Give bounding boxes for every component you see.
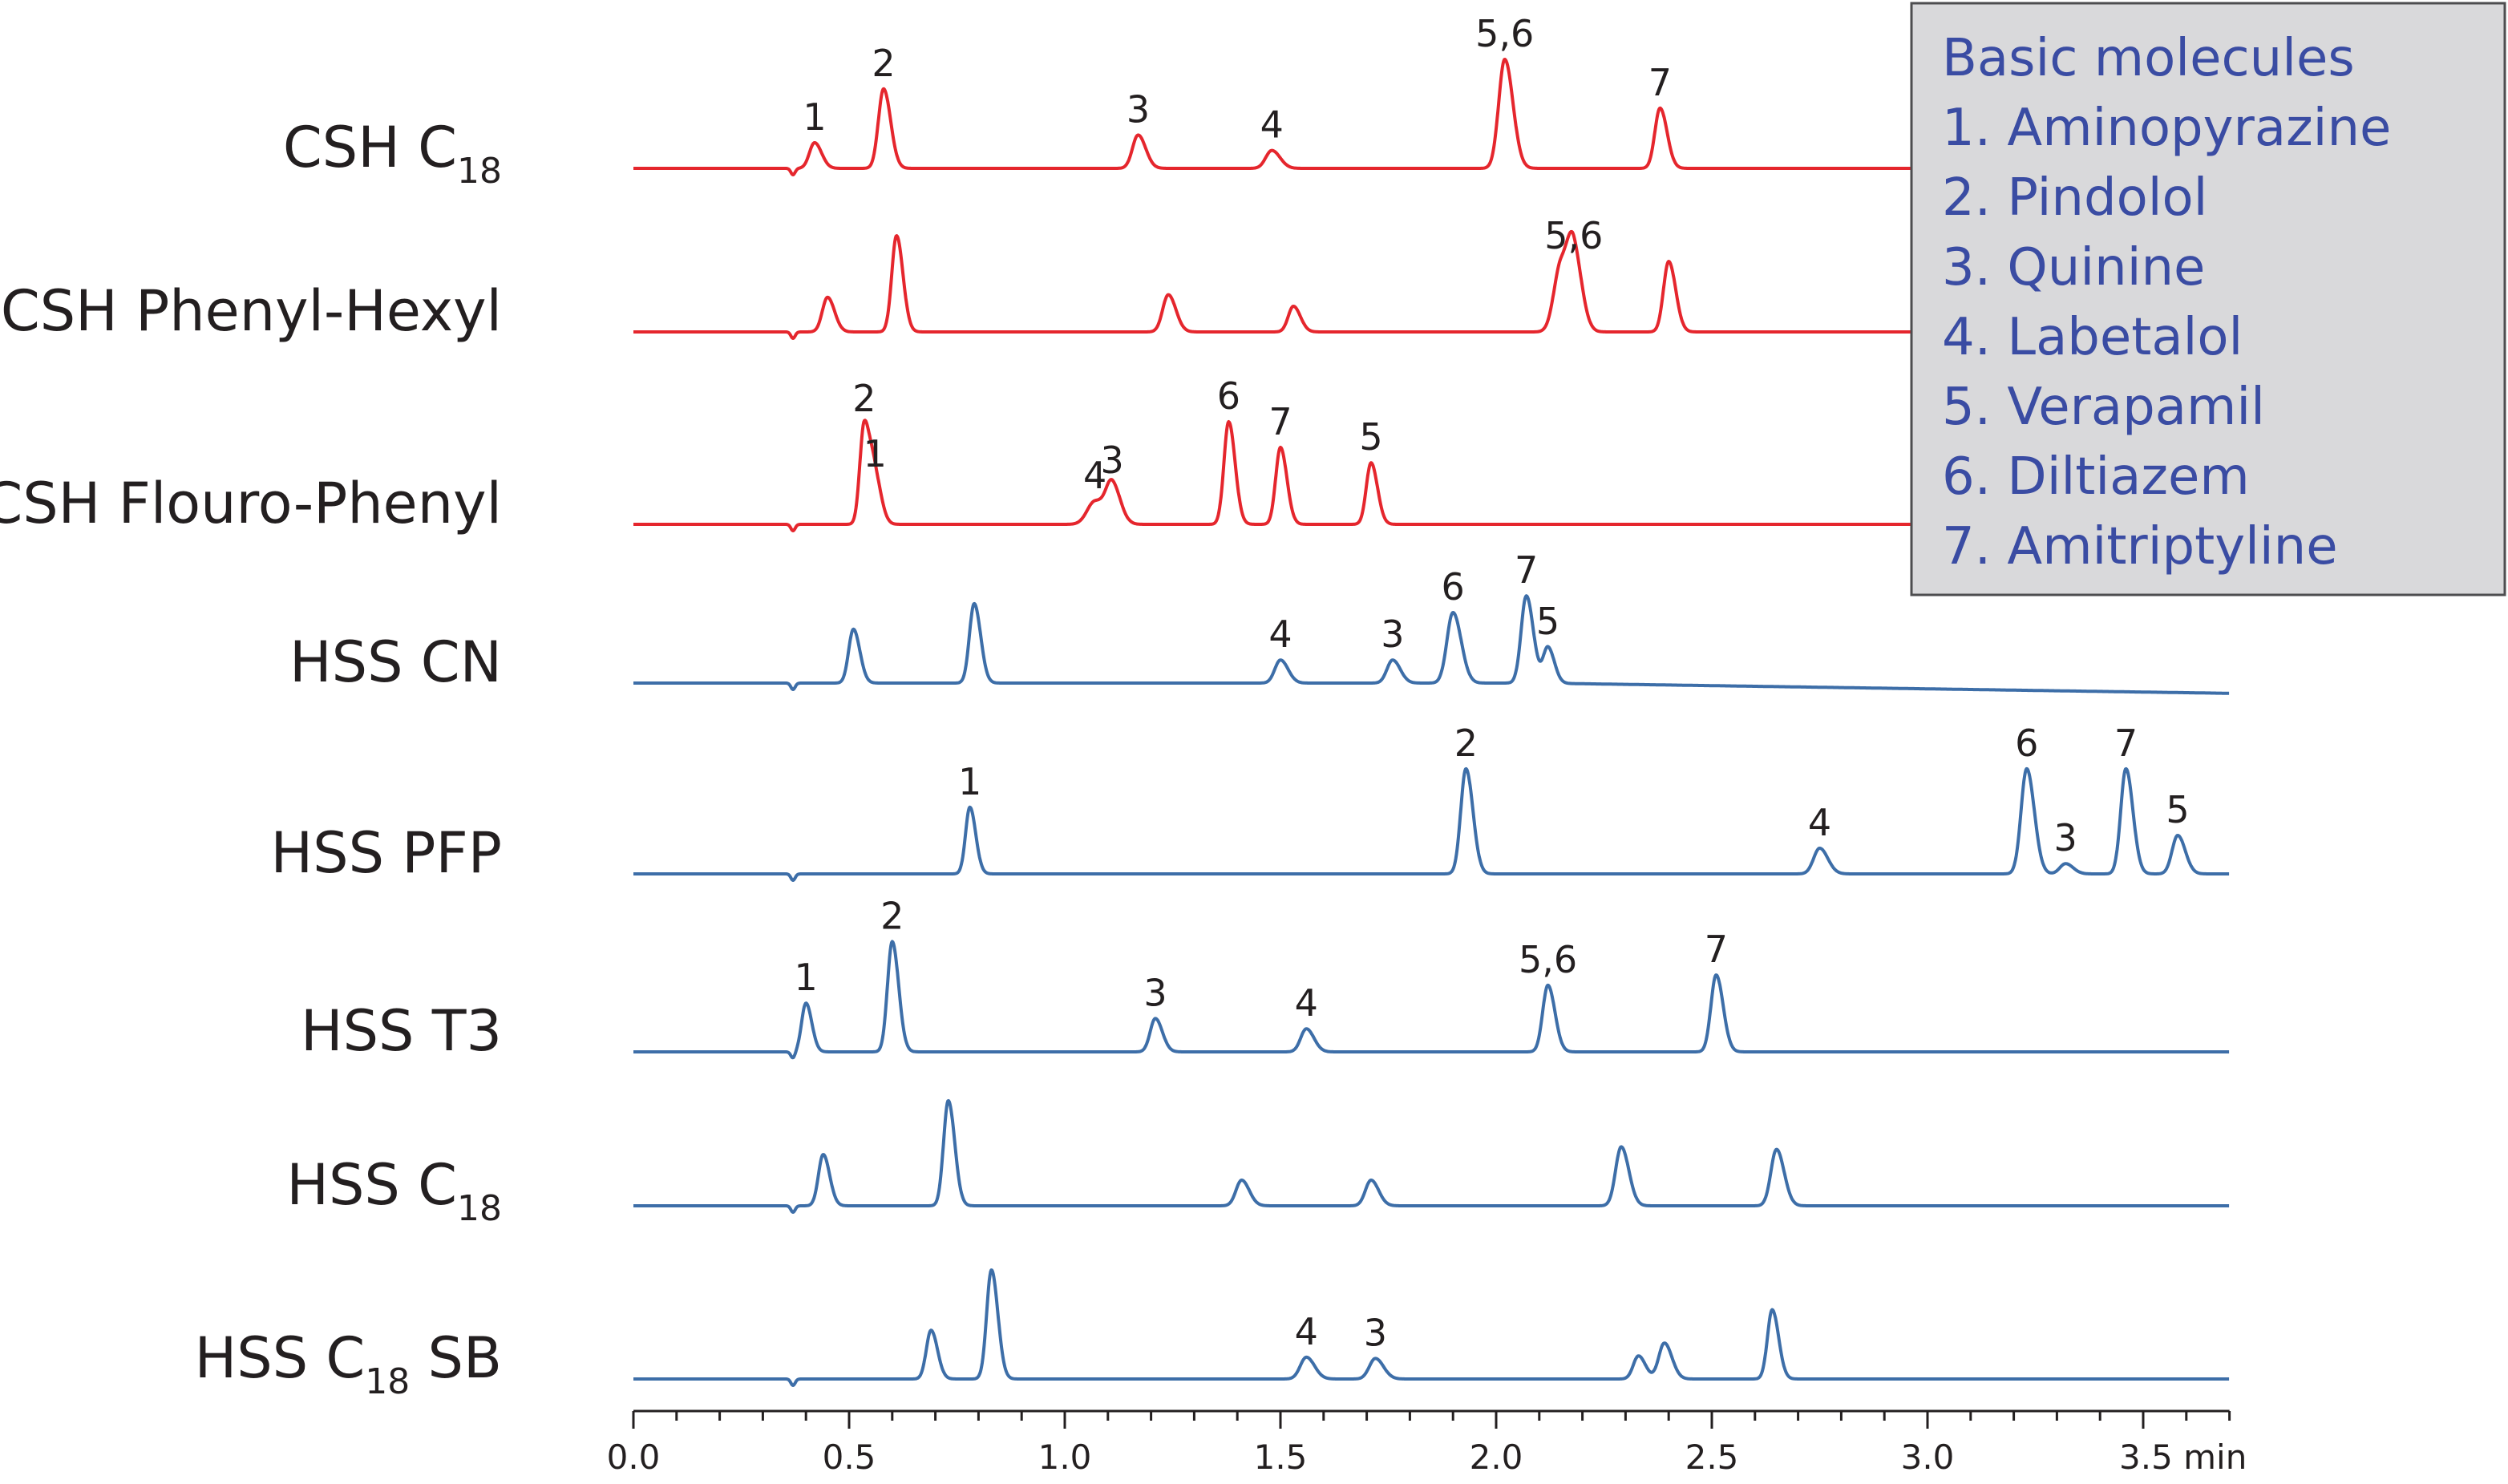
legend-item: 4. Labetalol (1942, 308, 2243, 367)
peak-label: 7 (2114, 722, 2138, 765)
legend-title: Basic molecules (1942, 29, 2355, 88)
trace-7: HSS C18 (286, 1098, 2231, 1229)
legend: Basic molecules 1. Aminopyrazine 2. Pindol… (1910, 2, 2506, 596)
x-tick-label: 1.5 (1254, 1437, 1308, 1477)
legend-item: 5. Verapamil (1942, 378, 2265, 437)
trace-label: HSS T3 (301, 998, 502, 1064)
trace-3: CSH Flouro-Phenyl 2 1 43 67 5 (0, 374, 2231, 536)
trace-5: HSS PFP 1 2 4 6 3 75 (271, 722, 2231, 886)
x-tick-label: 2.5 (1685, 1437, 1739, 1477)
peak-label: 3 (1101, 439, 1124, 482)
trace-line (632, 940, 2231, 1060)
peak-label: 6 (1217, 374, 1240, 418)
x-tick-label: 1.0 (1038, 1437, 1092, 1477)
peak-label: 6 (2015, 722, 2038, 765)
peak-label: 5 (1536, 600, 1559, 643)
legend-box (1910, 2, 2506, 596)
legend-item: 1. Aminopyrazine (1942, 99, 2391, 158)
peak-label: 7 (1268, 400, 1292, 443)
x-axis: 0.0 0.5 1.0 1.5 2.0 2.5 3.0 3.5 min (607, 1409, 2247, 1477)
peak-label: 3 (1127, 87, 1150, 131)
peak-label: 1 (958, 760, 981, 803)
trace-line (632, 594, 2231, 695)
trace-label: CSH C18 (283, 115, 502, 192)
peak-label: 4 (1268, 613, 1292, 656)
peak-label: 3 (1381, 613, 1404, 656)
peak-label: 7 (1648, 61, 1672, 104)
peak-label: 5,6 (1544, 214, 1603, 257)
trace-8: HSS C18 SB 4 3 (195, 1268, 2231, 1402)
peak-label: 1 (803, 95, 826, 139)
trace-label: HSS C18 SB (195, 1325, 502, 1402)
trace-line (632, 1268, 2231, 1387)
trace-label: CSH Flouro-Phenyl (0, 471, 502, 536)
peak-label: 5,6 (1519, 938, 1577, 981)
x-tick-label: 3.5 min (2119, 1437, 2247, 1477)
peak-label: 2 (1454, 722, 1478, 765)
peak-label: 4 (1808, 801, 1831, 844)
trace-6: HSS T3 1 2 3 4 5,6 7 (301, 894, 2231, 1064)
peak-label: 6 (1442, 565, 1465, 609)
legend-item: 2. Pindolol (1942, 168, 2207, 228)
peak-label: 4 (1260, 103, 1284, 147)
peak-label: 4 (1083, 454, 1106, 497)
peak-label: 7 (1705, 928, 1728, 971)
peak-label: 5 (2166, 788, 2189, 831)
peak-label: 2 (880, 894, 904, 937)
trace-label: CSH Phenyl-Hexyl (1, 278, 502, 344)
peak-label: 4 (1295, 1310, 1318, 1353)
peak-label: 1 (795, 956, 818, 999)
peak-label: 1 (864, 432, 887, 475)
trace-4: HSS CN 4 36 7 5 (289, 548, 2231, 695)
trace-line (632, 1098, 2231, 1214)
trace-2: CSH Phenyl-Hexyl 5,6 (1, 214, 2231, 344)
legend-item: 6. Diltiazem (1942, 447, 2250, 507)
trace-1: CSH C18 1 2 3 4 5,6 7 (283, 12, 2231, 192)
peak-label: 2 (872, 42, 895, 85)
peak-label: 2 (852, 377, 876, 420)
peak-label: 5 (1359, 415, 1382, 459)
peak-label: 3 (1364, 1311, 1387, 1354)
trace-label: HSS CN (289, 629, 502, 695)
x-tick-label: 0.0 (607, 1437, 661, 1477)
peak-label: 4 (1295, 981, 1318, 1025)
legend-item: 3. Quinine (1942, 238, 2205, 297)
legend-item: 7. Amitriptyline (1942, 517, 2338, 576)
x-tick-label: 0.5 (823, 1437, 876, 1477)
trace-label: HSS PFP (271, 820, 502, 886)
peak-label: 3 (1143, 971, 1167, 1014)
x-tick-label: 2.0 (1470, 1437, 1523, 1477)
peak-label: 3 (2054, 816, 2077, 859)
x-tick-label: 3.0 (1901, 1437, 1955, 1477)
trace-label: HSS C18 (286, 1152, 502, 1229)
peak-label: 7 (1515, 548, 1538, 592)
trace-line (632, 766, 2231, 882)
peak-label: 5,6 (1475, 12, 1534, 55)
